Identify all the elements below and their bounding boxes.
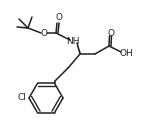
Text: OH: OH: [119, 50, 133, 58]
Polygon shape: [77, 43, 81, 53]
Text: O: O: [40, 29, 48, 38]
Text: Cl: Cl: [18, 93, 27, 102]
Text: O: O: [107, 29, 114, 38]
Text: NH: NH: [66, 36, 80, 45]
Text: O: O: [56, 13, 62, 23]
